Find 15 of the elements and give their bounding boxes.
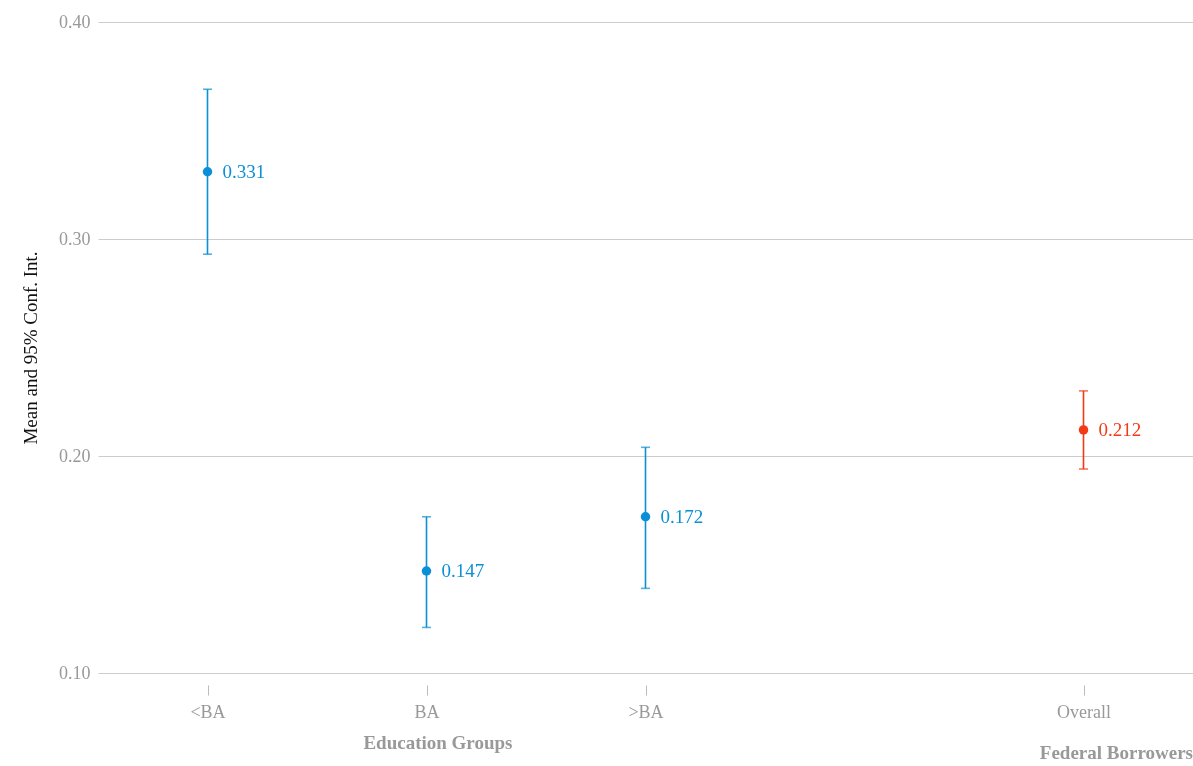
data-label: 0.212 [1098,418,1142,440]
y-axis-title: Mean and 95% Conf. Int. [20,251,41,445]
x-axis-title: Education Groups [363,731,513,753]
y-tick-label: 0.40 [59,11,91,32]
x-tick-label: BA [414,701,440,722]
data-label: 0.147 [441,560,485,582]
text: Federal Borrowers [1039,742,1193,763]
x-tick-label: Overall [1057,701,1111,722]
data-label: 0.172 [660,505,704,527]
data-label: 0.331 [222,160,266,182]
x-tick-label: >BA [628,701,664,722]
x-tick-label: <BA [190,701,226,722]
y-tick-label: 0.10 [59,662,91,683]
y-tick-label: 0.20 [59,445,91,466]
y-tick-label: 0.30 [59,228,91,249]
